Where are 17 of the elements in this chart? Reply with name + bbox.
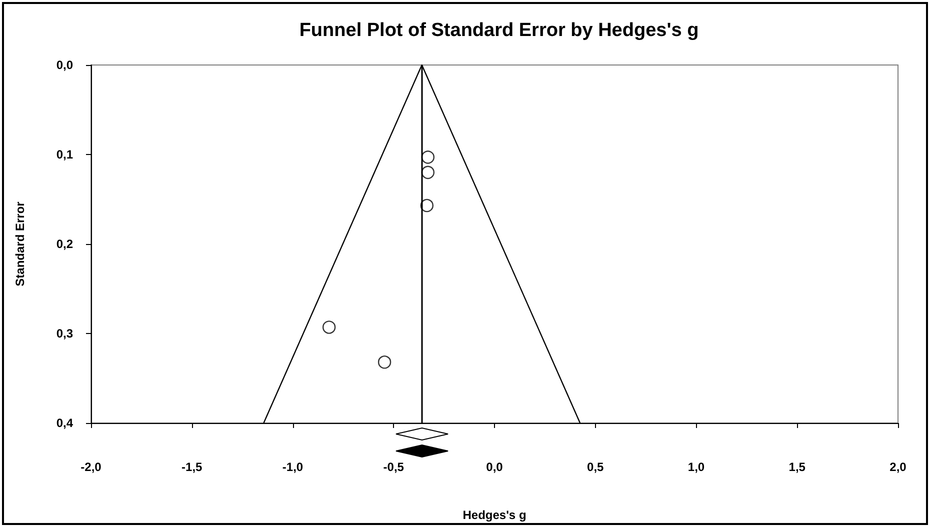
x-tick-label: 1,5 [788,460,806,474]
x-tick-label: -2,0 [80,460,102,474]
y-tick-label: 0,4 [56,416,74,430]
x-tick-label: 1,0 [688,460,705,474]
x-tick-label: 2,0 [890,460,907,474]
x-tick-label: 0,5 [587,460,604,474]
x-axis-title: Hedges's g [462,508,526,522]
y-axis-title: Standard Error [13,201,27,286]
x-tick-label: -1,0 [282,460,304,474]
y-tick-label: 0,1 [56,148,74,162]
x-tick-label: -0,5 [383,460,404,474]
x-tick-label: -1,5 [182,460,203,474]
y-tick-label: 0,2 [56,237,74,251]
x-tick-label: 0,0 [486,460,504,474]
y-tick-label: 0,3 [56,326,74,340]
y-tick-label: 0,0 [56,58,74,72]
chart-title: Funnel Plot of Standard Error by Hedges's g [299,20,699,41]
